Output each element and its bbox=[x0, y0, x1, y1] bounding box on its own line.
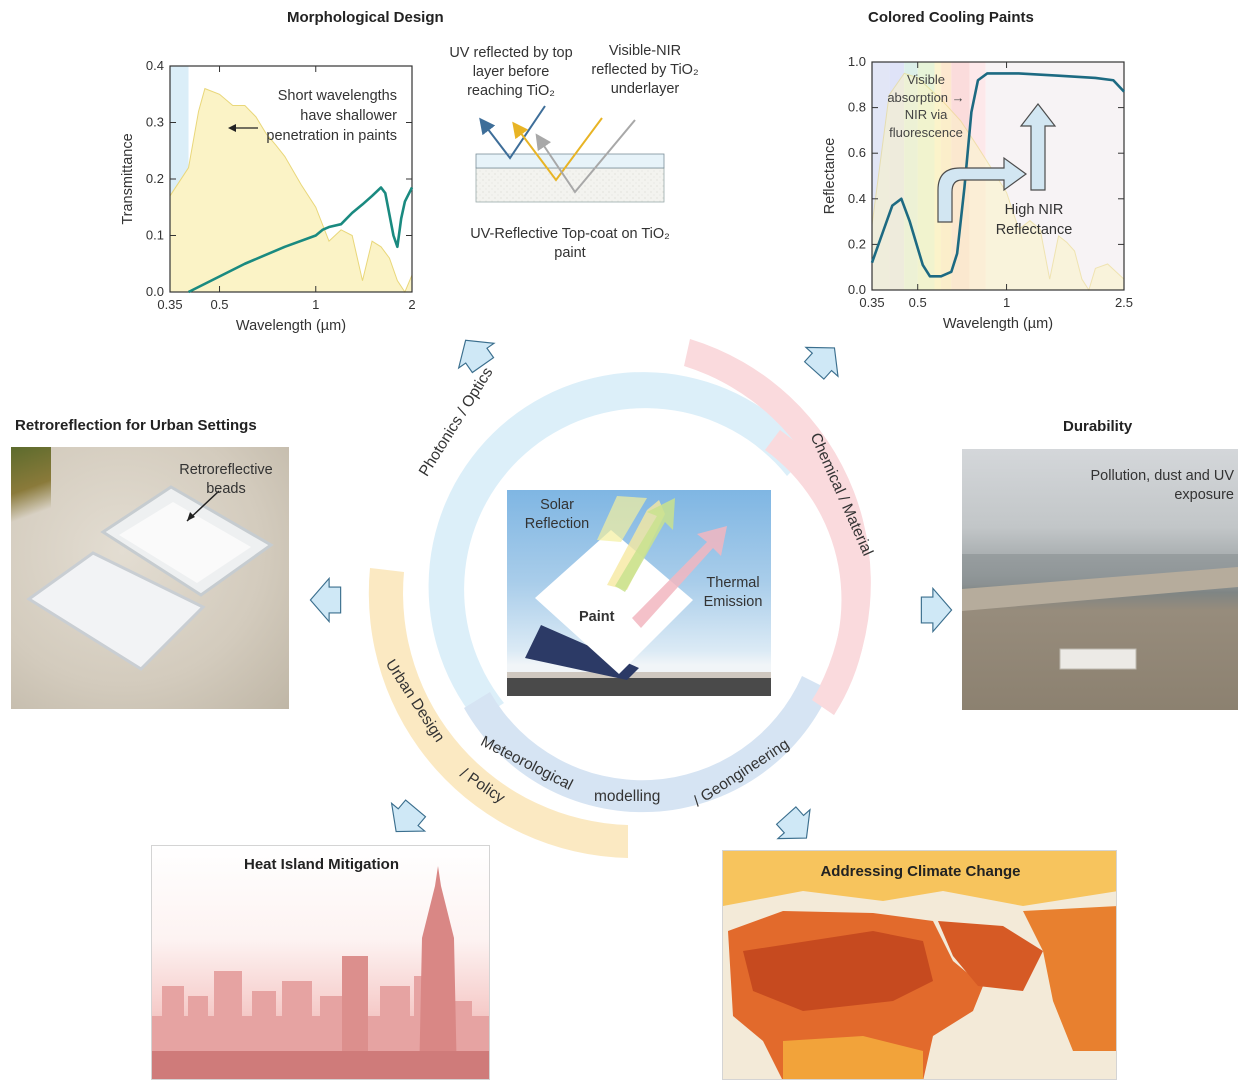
x-axis-label: Wavelength (µm) bbox=[943, 316, 1053, 332]
heat-island-title: Heat Island Mitigation bbox=[243, 856, 399, 873]
ring-label-modelling: modelling bbox=[594, 788, 661, 805]
ring-meteo-segment bbox=[464, 676, 830, 813]
uv-reflected-note: UV reflected by top layer before reachin… bbox=[449, 45, 573, 99]
colored-title: Colored Cooling Paints bbox=[868, 9, 1034, 26]
transmittance-chart: 0.0 0.1 0.2 0.3 0.4 0.35 0.5 1 2 Wavelength (µm) T… bbox=[120, 58, 416, 334]
center-paint-photo: Solar Reflection Thermal Emission Paint bbox=[507, 490, 771, 696]
x-tick-label: 1 bbox=[1003, 295, 1010, 310]
vis-nir-note: Visible-NIR reflected by TiO₂ underlayer bbox=[591, 43, 699, 97]
y-tick-label: 0.4 bbox=[848, 191, 866, 206]
y-tick-label: 0.2 bbox=[848, 236, 866, 251]
morph-title: Morphological Design bbox=[287, 9, 444, 26]
nir-ray bbox=[535, 119, 636, 194]
reflectance-chart: 0.0 0.2 0.4 0.6 0.8 1.0 0.35 0.5 1 2.5 Wavelength … bbox=[822, 56, 1133, 332]
solar-arrow bbox=[597, 496, 647, 542]
climate-title: Addressing Climate Change bbox=[820, 863, 1021, 880]
y-tick-label: 0.2 bbox=[146, 171, 164, 186]
y-axis-label: Reflectance bbox=[822, 138, 838, 215]
europe-landmass bbox=[723, 851, 1116, 906]
paint-panel bbox=[535, 530, 693, 674]
x-axis-label: Wavelength (µm) bbox=[236, 318, 346, 334]
ring-urban-segment bbox=[368, 568, 628, 858]
arabia-landmass bbox=[938, 921, 1043, 991]
y-tick-label: 0.4 bbox=[146, 58, 164, 73]
y-tick-label: 0.0 bbox=[848, 282, 866, 297]
solar-spectrum bbox=[169, 87, 413, 294]
x-tick-label: 2.5 bbox=[1115, 295, 1133, 310]
climate-map-panel: Addressing Climate Change bbox=[722, 850, 1117, 1080]
empire-state-building bbox=[419, 866, 457, 1079]
beads-label: Retroreflective beads bbox=[179, 462, 273, 497]
y-tick-label: 0.3 bbox=[146, 115, 164, 130]
paint-sample bbox=[1059, 648, 1137, 670]
y-tick-label: 1.0 bbox=[848, 56, 866, 69]
topcoat-schematic bbox=[475, 105, 665, 203]
plot-frame bbox=[871, 61, 1125, 291]
x-tick-label: 2 bbox=[408, 297, 415, 312]
shallow-penetration-note: Short wavelengths have shallower penetra… bbox=[266, 88, 397, 144]
visible-absorption-note: Visible absorption → NIR via fluorescenc… bbox=[887, 72, 965, 140]
discipline-ring bbox=[368, 339, 871, 858]
pollution-note: Pollution, dust and UV exposure bbox=[1090, 468, 1234, 503]
arrow-to-retro bbox=[309, 577, 342, 623]
heat-island-panel: Heat Island Mitigation bbox=[151, 845, 490, 1080]
retro-title: Retroreflection for Urban Settings bbox=[15, 417, 257, 434]
grass-corner bbox=[11, 447, 51, 527]
y-tick-label: 0.1 bbox=[146, 228, 164, 243]
asia-landmass bbox=[1023, 906, 1116, 1051]
ring-photonics-segment bbox=[428, 372, 810, 721]
uv-ray bbox=[479, 105, 546, 160]
paint-label: Paint bbox=[579, 609, 615, 625]
durability-photo: Pollution, dust and UV exposure bbox=[962, 449, 1238, 710]
reflected-arrow bbox=[615, 498, 675, 592]
roof-parapet bbox=[962, 567, 1238, 611]
ground-strip bbox=[507, 676, 771, 696]
topcoat-caption: UV-Reflective Top-coat on TiO₂ paint bbox=[470, 226, 670, 261]
high-nir-note: High NIR Reflectance bbox=[995, 202, 1073, 238]
retroreflection-photo: Retroreflective beads bbox=[11, 447, 289, 709]
x-tick-label: 0.35 bbox=[859, 295, 884, 310]
thermal-emission-label: Thermal Emission bbox=[703, 575, 763, 610]
x-tick-label: 0.35 bbox=[157, 297, 182, 312]
y-tick-label: 0.8 bbox=[848, 100, 866, 115]
durability-title: Durability bbox=[1063, 418, 1133, 435]
y-axis-label: Transmittance bbox=[120, 133, 136, 224]
solar-reflection-label: Solar Reflection bbox=[524, 497, 590, 532]
y-tick-label: 0.0 bbox=[146, 284, 164, 299]
x-tick-label: 0.5 bbox=[210, 297, 228, 312]
x-tick-label: 0.5 bbox=[909, 295, 927, 310]
visible-ray bbox=[512, 117, 603, 182]
x-tick-label: 1 bbox=[312, 297, 319, 312]
thermal-arrow bbox=[632, 526, 727, 628]
y-tick-label: 0.6 bbox=[848, 145, 866, 160]
plain-tile bbox=[26, 551, 206, 671]
arrow-to-durability bbox=[920, 587, 953, 633]
